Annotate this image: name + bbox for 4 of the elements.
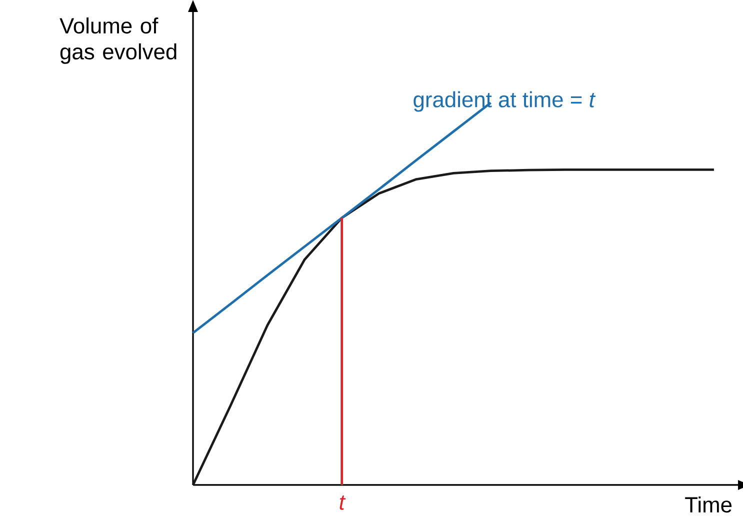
text: t — [340, 495, 346, 510]
annotation: gradient at time = t — [414, 91, 596, 112]
x-axis-title: Time — [685, 496, 732, 513]
y-axis-title: Volume of gas evolved — [60, 17, 176, 64]
